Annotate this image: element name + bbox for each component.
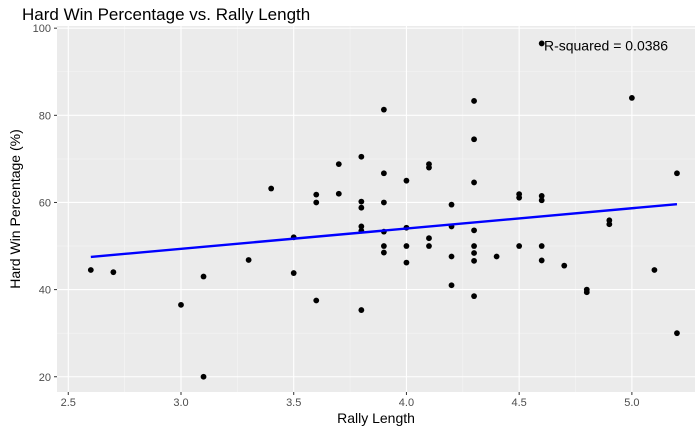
y-tick-label: 20 — [39, 372, 51, 384]
r-squared-annotation: R-squared = 0.0386 — [544, 37, 668, 53]
data-point — [178, 301, 184, 308]
data-point — [200, 373, 207, 380]
data-point — [471, 243, 477, 249]
y-tick-label: 100 — [33, 23, 51, 35]
trendline-group — [90, 203, 678, 259]
data-point — [380, 199, 387, 206]
data-point — [471, 227, 477, 234]
data-point — [358, 198, 365, 205]
data-point — [110, 269, 117, 276]
x-tick-label: 5.0 — [624, 397, 639, 409]
data-point — [200, 273, 207, 280]
data-point — [380, 243, 387, 249]
data-point — [335, 190, 342, 197]
data-point — [674, 330, 680, 337]
data-point — [448, 201, 455, 208]
data-point — [380, 249, 387, 256]
x-tick-label: 4.0 — [399, 397, 414, 409]
trendline — [90, 203, 678, 259]
data-point — [606, 221, 613, 228]
data-point — [313, 199, 320, 206]
axis-ticks: 2.5 3.0 3.5 4.0 4.5 5.0 20 40 60 80 100 — [33, 23, 640, 409]
data-point — [358, 153, 365, 160]
data-point — [538, 243, 545, 249]
data-point — [471, 257, 477, 264]
data-point — [335, 161, 342, 168]
x-tick-label: 4.5 — [512, 397, 527, 409]
data-point — [268, 185, 275, 192]
data-point — [448, 253, 455, 260]
data-point — [426, 243, 432, 249]
data-point — [583, 289, 590, 296]
data-point — [471, 98, 477, 104]
data-point — [380, 106, 387, 113]
data-point — [471, 250, 477, 256]
y-axis-title: Hard Win Percentage (%) — [7, 129, 23, 289]
x-axis-title: Rally Length — [337, 410, 415, 426]
data-point — [358, 204, 365, 211]
x-tick-label: 3.0 — [173, 397, 188, 409]
data-point — [471, 293, 477, 300]
data-point — [538, 193, 545, 199]
data-point — [403, 243, 410, 249]
data-point — [471, 136, 477, 143]
data-point — [674, 170, 680, 177]
major-gridlines — [57, 26, 695, 392]
plot-panel — [57, 26, 695, 392]
y-tick-label: 40 — [39, 285, 51, 297]
data-point — [538, 197, 545, 204]
data-point — [516, 243, 523, 249]
data-point — [426, 164, 432, 171]
x-tick-label: 2.5 — [61, 397, 76, 409]
x-tick-label: 3.5 — [286, 397, 301, 409]
data-point — [358, 223, 365, 230]
y-tick-label: 80 — [39, 110, 51, 122]
data-point — [426, 235, 432, 242]
data-point — [313, 297, 320, 304]
data-point — [471, 179, 477, 186]
data-point — [538, 257, 545, 264]
data-point — [516, 194, 523, 201]
data-point — [313, 191, 320, 198]
data-point — [651, 267, 658, 273]
data-point — [290, 270, 297, 276]
data-point — [493, 253, 500, 260]
minor-gridlines — [57, 26, 695, 392]
data-point — [403, 177, 410, 184]
data-point — [245, 257, 252, 263]
y-tick-label: 60 — [39, 197, 51, 209]
data-point — [561, 262, 568, 269]
data-point — [448, 282, 455, 289]
data-point — [538, 40, 545, 47]
data-point — [628, 94, 635, 101]
data-point — [403, 259, 410, 266]
data-point — [380, 170, 387, 177]
data-point — [87, 267, 94, 273]
chart-title: Hard Win Percentage vs. Rally Length — [22, 5, 311, 24]
data-point — [358, 307, 365, 313]
